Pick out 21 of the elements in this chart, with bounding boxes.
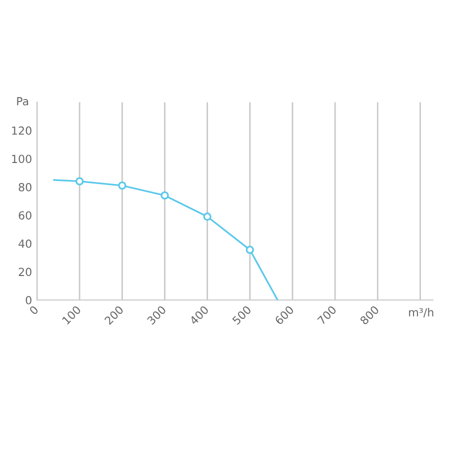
point [203, 212, 212, 221]
y-tick-label: 60 [18, 211, 32, 220]
x-tick-label: 100 [62, 305, 82, 325]
point [75, 177, 84, 186]
x-tick-label: 600 [274, 305, 294, 326]
x-tick-label: 500 [232, 305, 252, 326]
y-tick-label: 0 [26, 296, 32, 304]
point [246, 246, 254, 254]
y-tick-label: 100 [12, 154, 32, 164]
x-tick-label: 0 [28, 305, 39, 316]
y-tick-label: 40 [18, 239, 32, 248]
y-axis-title: Pa [17, 97, 28, 106]
x-axis-title: m³/h [409, 308, 434, 318]
y-tick-label: 80 [18, 182, 32, 192]
x-tick-label: 800 [360, 305, 380, 326]
y-tick-label: 120 [12, 126, 32, 135]
point [118, 181, 126, 190]
y-tick-label: 20 [18, 268, 32, 276]
point [160, 191, 169, 200]
x-tick-label: 700 [317, 305, 337, 325]
x-tick-label: 400 [189, 305, 210, 326]
